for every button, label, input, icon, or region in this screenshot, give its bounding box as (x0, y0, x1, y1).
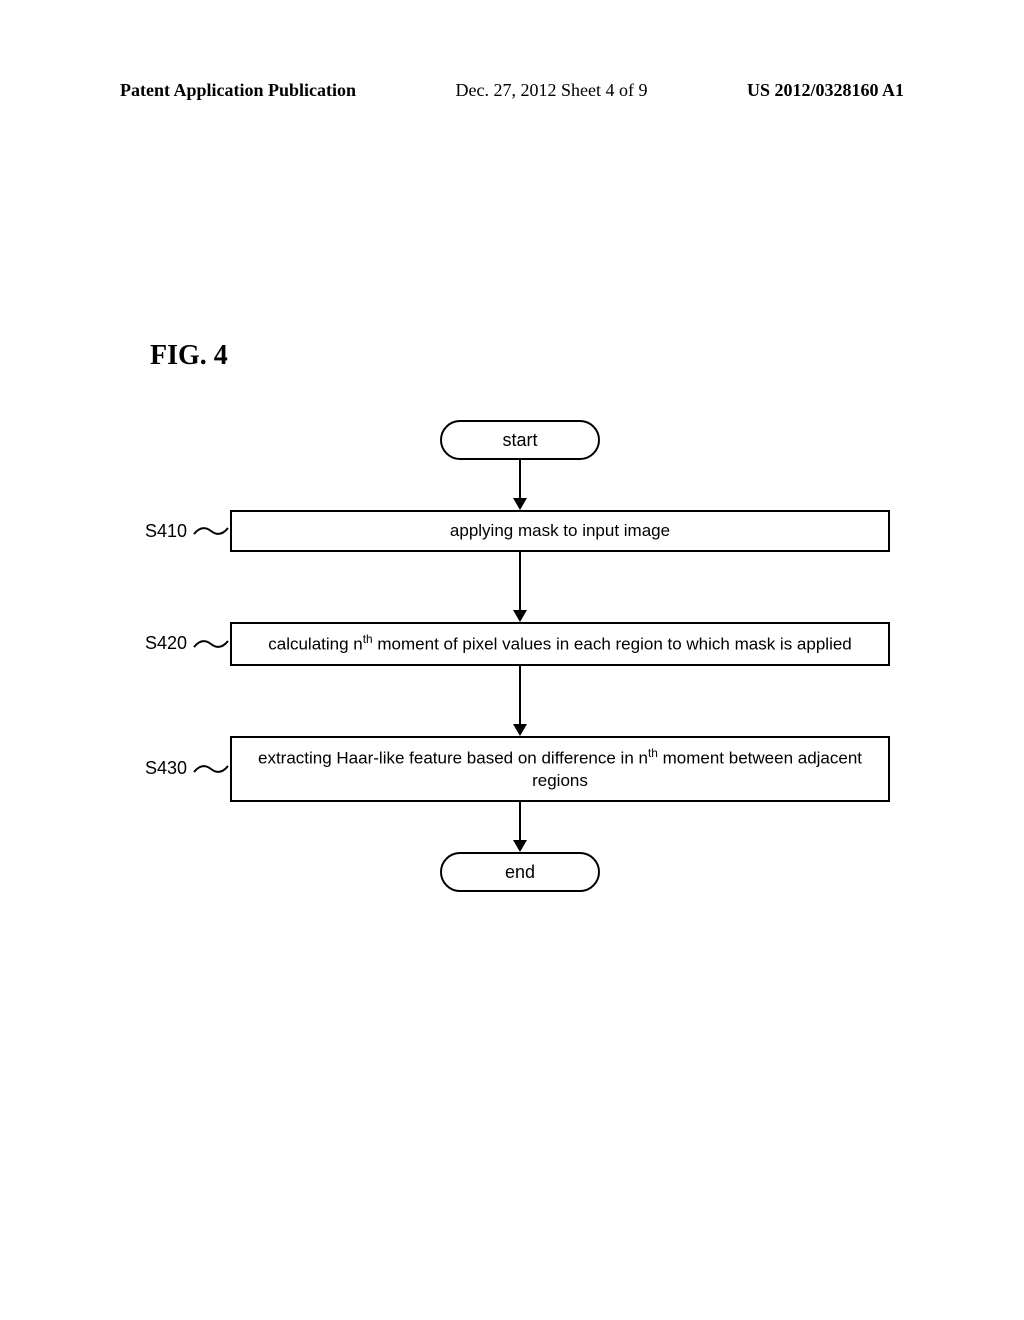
page-header: Patent Application Publication Dec. 27, … (120, 80, 904, 101)
flowchart: start S410 applying mask to input image … (150, 420, 890, 892)
step-label-s420: S420 (145, 633, 187, 654)
step-label-s430: S430 (145, 758, 187, 779)
connector-tilde-icon (192, 522, 230, 540)
header-mid: Dec. 27, 2012 Sheet 4 of 9 (456, 80, 648, 101)
header-left: Patent Application Publication (120, 80, 356, 101)
figure-label: FIG. 4 (150, 340, 228, 372)
process-s430: extracting Haar-like feature based on di… (230, 736, 890, 802)
process-s410: applying mask to input image (230, 510, 890, 552)
connector-tilde-icon (192, 760, 230, 778)
patent-page: Patent Application Publication Dec. 27, … (0, 0, 1024, 1320)
step-s420-row: S420 calculating nth moment of pixel val… (150, 622, 890, 666)
step-label-s410: S410 (145, 521, 187, 542)
end-terminator: end (440, 852, 600, 892)
start-terminator: start (440, 420, 600, 460)
step-s410-row: S410 applying mask to input image (150, 510, 890, 552)
header-right: US 2012/0328160 A1 (747, 80, 904, 101)
process-s420: calculating nth moment of pixel values i… (230, 622, 890, 666)
connector-tilde-icon (192, 635, 230, 653)
step-s430-row: S430 extracting Haar-like feature based … (150, 736, 890, 802)
